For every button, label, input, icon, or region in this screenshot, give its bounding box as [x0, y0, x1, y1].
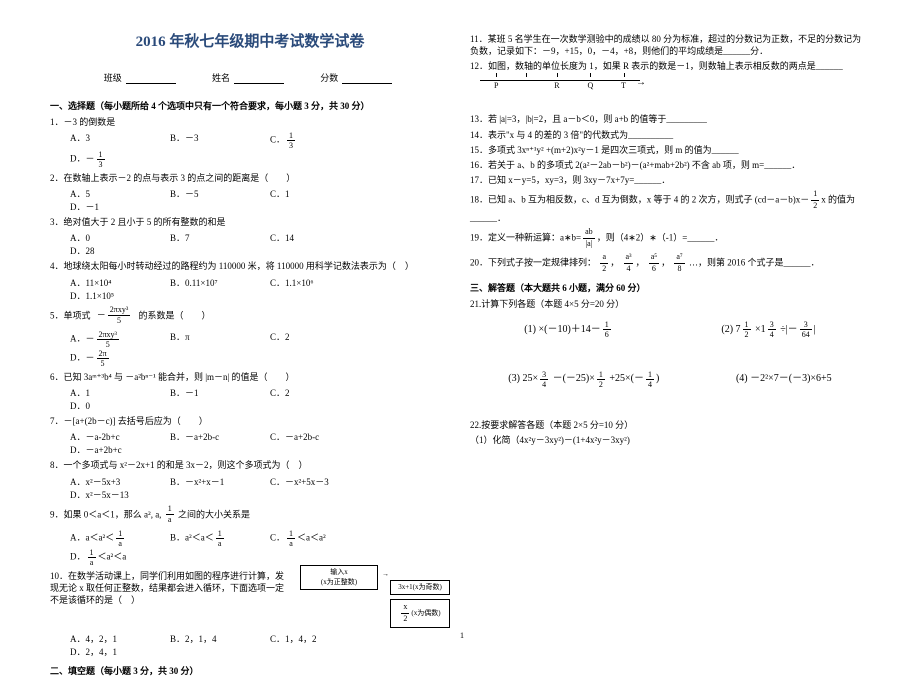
q8-opts: A．x²－5x+3 B．－x²+x－1 C．－x²+5x－3 D．x²－5x－1… — [70, 475, 450, 501]
section-1: 一、选择题（每小题所给 4 个选项中只有一个符合要求，每小题 3 分，共 30 … — [50, 99, 450, 112]
q5: 5．单项式 －2πxy³5 的系数是（ ） — [50, 305, 450, 328]
q7: 7．－[a+(2b－c)] 去括号后应为（ ） — [50, 415, 450, 427]
calc-row-2: (3) 25×34 －(－25)×12 +25×(－14) (4) －2²×7－… — [470, 369, 870, 388]
q2: 2．在数轴上表示－2 的点与表示 3 的点之间的距离是（ ） — [50, 172, 450, 184]
arrow-right-icon: → — [382, 570, 389, 579]
q12: 12．如图，数轴的单位长度为 1，如果 R 表示的数是－1，则数轴上表示相反数的… — [470, 60, 870, 72]
q7-opts: A．－a-2b+c B．－a+2b-c C．－a+2b-c D．－a+2b+c — [70, 430, 450, 456]
flowchart: 输入x (x为正整数) → 3x+1(x为奇数) x2(x为偶数) — [300, 565, 450, 631]
q2-opts: A．5 B．－5 C．1 D．－1 — [70, 187, 450, 213]
arrow-icon: → — [636, 77, 646, 88]
flow-input-box: 输入x (x为正整数) — [300, 565, 378, 590]
q9: 9．如果 0＜a＜1，那么 a², a, 1a 之间的大小关系是 — [50, 504, 450, 527]
header-fields: 班级 姓名 分数 — [50, 71, 450, 84]
page-title: 2016 年秋七年级期中考试数学试卷 — [50, 30, 450, 51]
q8: 8．一个多项式与 x²－2x+1 的和是 3x－2，则这个多项式为（ ） — [50, 459, 450, 471]
q4-opts: A．11×10⁴ B．0.11×10⁷ C．1.1×10⁶ D．1.1×10⁵ — [70, 276, 450, 302]
q10: 输入x (x为正整数) → 3x+1(x为奇数) x2(x为偶数) 10．在数学… — [50, 570, 450, 606]
q18: 18．已知 a、b 互为相反数，c、d 互为倒数，x 等于 4 的 2 次方，则… — [470, 189, 870, 224]
q17: 17．已知 x－y=5，xy=3，则 3xy－7x+7y=______． — [470, 174, 870, 186]
page-number: 1 — [460, 631, 464, 640]
score-label: 分数 — [320, 71, 338, 84]
c3: (3) 25×34 －(－25)×12 +25×(－14) — [508, 369, 659, 388]
flow-even-box: x2(x为偶数) — [390, 599, 450, 628]
q14: 14．表示"x 与 4 的差的 3 倍"的代数式为__________ — [470, 129, 870, 141]
name-label: 姓名 — [212, 71, 230, 84]
calc-row-1: (1) ×(－10)＋14－16 (2) 712 ×134 ÷|－364| — [470, 320, 870, 339]
c1: (1) ×(－10)＋14－16 — [524, 320, 612, 339]
q13: 13．若 |a|=3，|b|=2，且 a－b＜0，则 a+b 的值等于_____… — [470, 113, 870, 125]
section-3: 三、解答题（本大题共 6 小题，满分 60 分） — [470, 281, 870, 294]
q11: 11．某班 5 名学生在一次数学测验中的成绩以 80 分为标准，超过的分数记为正… — [470, 33, 870, 57]
q6: 6．已知 3aᵐ⁺³b⁴ 与 －a²bⁿ⁻¹ 能合并，则 |m－n| 的值是（ … — [50, 371, 450, 383]
q21: 21.计算下列各题（本题 4×5 分=20 分） — [470, 298, 870, 310]
q20: 20．下列式子按一定规律排列： a2， a³4， a⁵6， a⁷8 …，则第 2… — [470, 252, 870, 275]
q22: 22.按要求解答各题（本题 2×5 分=10 分） — [470, 419, 870, 431]
c4: (4) －2²×7－(－3)×6+5 — [736, 369, 832, 388]
q4: 4．地球绕太阳每小时转动经过的路程约为 110000 米，将 110000 用科… — [50, 260, 450, 272]
q5-opts: A．－2πxy³5 B．π C．2 D．－2π5 — [70, 330, 450, 368]
flow-odd-box: 3x+1(x为奇数) — [390, 580, 450, 595]
q22-1: （1）化简（4x²y－3xy²)－(1+4x²y－3xy²) — [470, 434, 870, 446]
q16: 16．若关于 a、b 的多项式 2(a²－2ab－b²)－(a²+mab+2b²… — [470, 159, 870, 171]
q3: 3．绝对值大于 2 且小于 5 的所有整数的和是 — [50, 216, 450, 228]
q3-opts: A．0 B．7 C．14 D．28 — [70, 231, 450, 257]
q1-opts: A．3 B．－3 C．13 D．－13 — [70, 131, 450, 169]
number-line: → P R Q T — [470, 80, 870, 105]
q19: 19．定义一种新运算：a∗b=ab|a|，则（4∗2）∗（-1）=______． — [470, 227, 870, 250]
q9-opts: A．a＜a²＜1a B．a²＜a＜1a C．1a＜a＜a² D．1a＜a²＜a — [70, 529, 450, 567]
q15: 15．多项式 3xⁿ⁺¹y² +(m+2)x²y－1 是四次三项式，则 m 的值… — [470, 144, 870, 156]
class-label: 班级 — [104, 71, 122, 84]
q10-opts: A．4，2，1 B．2，1，4 C．1，4，2 D．2，4，1 — [70, 632, 450, 658]
q1: 1．－3 的倒数是 — [50, 116, 450, 128]
q6-opts: A．1 B．－1 C．2 D．0 — [70, 386, 450, 412]
c2: (2) 712 ×134 ÷|－364| — [721, 320, 815, 339]
section-2: 二、填空题（每小题 3 分，共 30 分） — [50, 664, 450, 677]
